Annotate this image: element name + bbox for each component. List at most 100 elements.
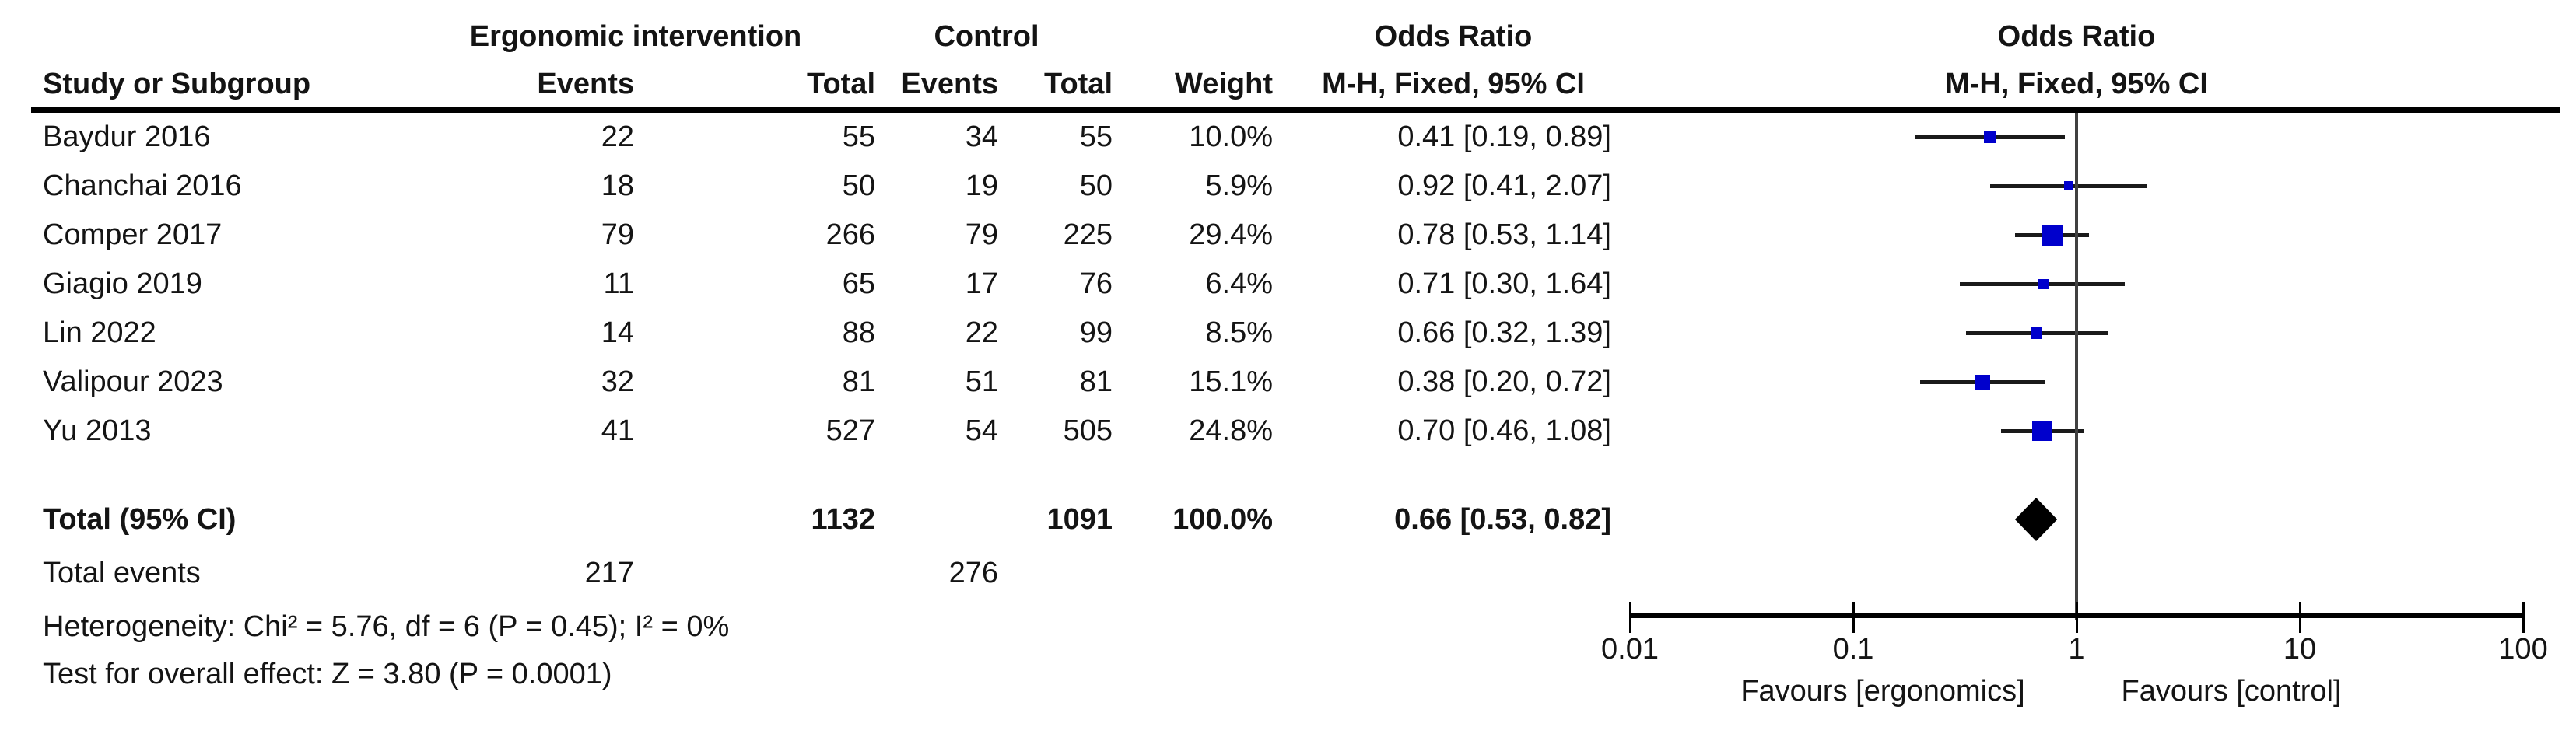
total-events-control: 276 (948, 557, 998, 589)
study-row: Yu 2013 41 527 54 505 24.8% 0.70 [0.46, 1.08] (0, 406, 2576, 456)
col-header-events-intervention: Events (537, 68, 634, 100)
study-row: Valipour 2023 32 81 51 81 15.1% 0.38 [0.20, 0.… (0, 357, 2576, 407)
total-control: 1091 (1046, 503, 1113, 536)
control-total-cell: 225 (1063, 218, 1113, 251)
weight-cell: 24.8% (1189, 414, 1273, 447)
control-events-cell: 51 (965, 365, 998, 398)
or-ci-cell: 0.92 [0.41, 2.07] (1397, 170, 1611, 202)
favours-left-label: Favours [ergonomics] (1740, 675, 2025, 708)
study-row: Giagio 2019 11 65 17 76 6.4% 0.71 [0.30, 1.64] (0, 259, 2576, 309)
study-name: Chanchai 2016 (43, 170, 242, 202)
heterogeneity-stat: Heterogeneity: Chi² = 5.76, df = 6 (P = … (43, 610, 730, 643)
intervention-total-cell: 266 (825, 218, 875, 251)
control-events-cell: 34 (965, 121, 998, 153)
axis-tick (1628, 602, 1631, 633)
or-square-marker (2030, 327, 2042, 339)
study-name: Baydur 2016 (43, 121, 211, 153)
col-header-study: Study or Subgroup (43, 68, 311, 100)
axis-tick (2522, 602, 2525, 633)
control-events-cell: 79 (965, 218, 998, 251)
or-ci-cell: 0.70 [0.46, 1.08] (1397, 414, 1611, 447)
or-square-marker (2038, 278, 2049, 289)
favours-right-label: Favours [control] (2121, 675, 2342, 708)
study-row: Chanchai 2016 18 50 19 50 5.9% 0.92 [0.41, 2.0… (0, 161, 2576, 211)
intervention-events-cell: 14 (601, 316, 634, 349)
weight-cell: 15.1% (1189, 365, 1273, 398)
axis-tick (1852, 602, 1855, 633)
group-header-odds-ratio-text: Odds Ratio (1374, 20, 1533, 53)
or-ci-cell: 0.41 [0.19, 0.89] (1397, 121, 1611, 153)
control-total-cell: 76 (1079, 267, 1113, 300)
study-name: Yu 2013 (43, 414, 152, 447)
axis-tick-label: 1 (2068, 633, 2085, 666)
intervention-total-cell: 65 (842, 267, 875, 300)
control-total-cell: 81 (1079, 365, 1113, 398)
col-header-mh-ci-plot: M-H, Fixed, 95% CI (1945, 68, 2208, 100)
or-ci-cell: 0.66 [0.32, 1.39] (1397, 316, 1611, 349)
header-underline (31, 107, 2560, 113)
group-header-odds-ratio-plot: Odds Ratio (1997, 20, 2156, 53)
group-header-ergonomic: Ergonomic intervention (469, 20, 802, 53)
or-square-marker (2032, 421, 2052, 441)
control-events-cell: 17 (965, 267, 998, 300)
col-header-weight: Weight (1175, 68, 1273, 100)
or-square-marker (2063, 181, 2073, 190)
control-total-cell: 50 (1079, 170, 1113, 202)
study-row: Comper 2017 79 266 79 225 29.4% 0.78 [0.53, 1.… (0, 210, 2576, 260)
study-name: Lin 2022 (43, 316, 156, 349)
col-header-total-control: Total (1044, 68, 1113, 100)
intervention-total-cell: 527 (825, 414, 875, 447)
intervention-events-cell: 79 (601, 218, 634, 251)
total-or-ci: 0.66 [0.53, 0.82] (1394, 503, 1611, 536)
total-label: Total (95% CI) (43, 503, 237, 536)
intervention-events-cell: 18 (601, 170, 634, 202)
group-header-control: Control (934, 20, 1039, 53)
control-events-cell: 22 (965, 316, 998, 349)
total-intervention: 1132 (811, 503, 875, 536)
study-name: Valipour 2023 (43, 365, 223, 398)
axis-tick (2298, 602, 2301, 633)
or-ci-cell: 0.78 [0.53, 1.14] (1397, 218, 1611, 251)
total-events-intervention: 217 (584, 557, 634, 589)
no-effect-line (2075, 113, 2078, 620)
col-header-events-control: Events (901, 68, 998, 100)
total-events-row: Total events 217 276 (0, 548, 2576, 598)
or-square-marker (1975, 374, 1990, 390)
study-row: Baydur 2016 22 55 34 55 10.0% 0.41 [0.19, 0.89… (0, 112, 2576, 162)
weight-cell: 5.9% (1205, 170, 1273, 202)
control-events-cell: 54 (965, 414, 998, 447)
intervention-total-cell: 55 (842, 121, 875, 153)
axis-tick-label: 10 (2283, 633, 2317, 666)
overall-effect-stat: Test for overall effect: Z = 3.80 (P = 0… (43, 658, 612, 690)
study-row: Lin 2022 14 88 22 99 8.5% 0.66 [0.32, 1.39] (0, 308, 2576, 358)
weight-cell: 10.0% (1189, 121, 1273, 153)
total-weight: 100.0% (1172, 503, 1273, 536)
control-total-cell: 505 (1063, 414, 1113, 447)
intervention-total-cell: 81 (842, 365, 875, 398)
axis-tick-label: 0.01 (1601, 633, 1659, 666)
axis-tick (2075, 602, 2078, 633)
col-header-total-intervention: Total (807, 68, 875, 100)
or-square-marker (2042, 224, 2063, 246)
intervention-events-cell: 32 (601, 365, 634, 398)
control-events-cell: 19 (965, 170, 998, 202)
intervention-events-cell: 11 (603, 267, 634, 300)
total-row: Total (95% CI) 1132 1091 100.0% 0.66 [0.… (0, 495, 2576, 544)
intervention-total-cell: 50 (842, 170, 875, 202)
control-total-cell: 99 (1079, 316, 1113, 349)
axis-tick-label: 100 (2498, 633, 2548, 666)
weight-cell: 29.4% (1189, 218, 1273, 251)
or-ci-cell: 0.71 [0.30, 1.64] (1397, 267, 1611, 300)
or-ci-cell: 0.38 [0.20, 0.72] (1397, 365, 1611, 398)
weight-cell: 6.4% (1205, 267, 1273, 300)
total-events-label: Total events (43, 557, 201, 589)
or-square-marker (1983, 131, 1996, 143)
weight-cell: 8.5% (1205, 316, 1273, 349)
study-name: Comper 2017 (43, 218, 223, 251)
axis-tick-label: 0.1 (1832, 633, 1874, 666)
intervention-total-cell: 88 (842, 316, 875, 349)
intervention-events-cell: 22 (601, 121, 634, 153)
study-name: Giagio 2019 (43, 267, 202, 300)
intervention-events-cell: 41 (601, 414, 634, 447)
